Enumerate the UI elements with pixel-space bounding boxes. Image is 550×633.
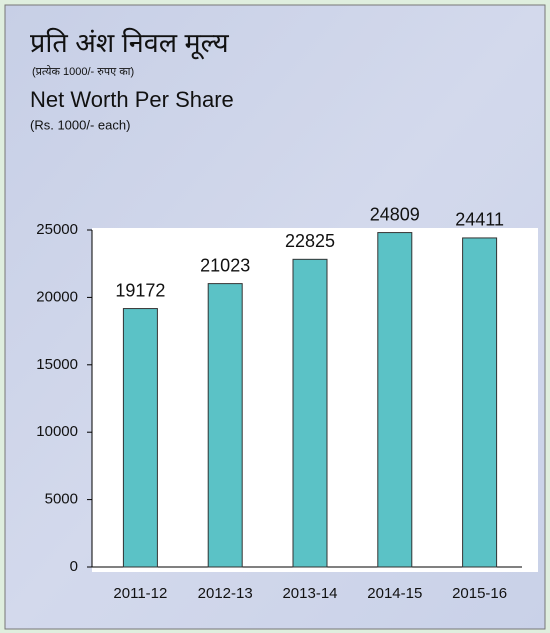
chart-title: Net Worth Per Share <box>30 87 234 112</box>
x-tick-label: 2014-15 <box>367 585 422 602</box>
y-tick-label: 15000 <box>36 356 78 373</box>
value-label: 19172 <box>115 280 165 300</box>
bar <box>122 308 158 568</box>
chart-subtitle: (Rs. 1000/- each) <box>30 117 130 132</box>
y-tick-label: 20000 <box>36 288 78 305</box>
subtitle-hindi: (प्रत्येक 1000/- रुपए का) <box>32 65 134 78</box>
bar <box>292 258 328 568</box>
x-tick-label: 2012-13 <box>198 585 253 602</box>
x-tick-label: 2015-16 <box>452 585 507 602</box>
y-tick-label: 5000 <box>45 491 78 508</box>
x-tick-label: 2013-14 <box>282 585 337 602</box>
bar <box>377 232 413 568</box>
value-label: 21023 <box>200 255 250 275</box>
bar <box>462 237 498 568</box>
title-hindi: प्रति अंश निवल मूल्य <box>30 27 230 60</box>
value-label: 24411 <box>455 210 504 230</box>
bar <box>207 283 243 568</box>
x-tick-label: 2011-12 <box>113 585 167 602</box>
value-label: 24809 <box>370 204 420 224</box>
y-tick-label: 25000 <box>36 221 78 238</box>
y-tick-label: 0 <box>70 558 78 575</box>
y-tick-label: 10000 <box>36 423 78 440</box>
value-label: 22825 <box>285 231 335 251</box>
